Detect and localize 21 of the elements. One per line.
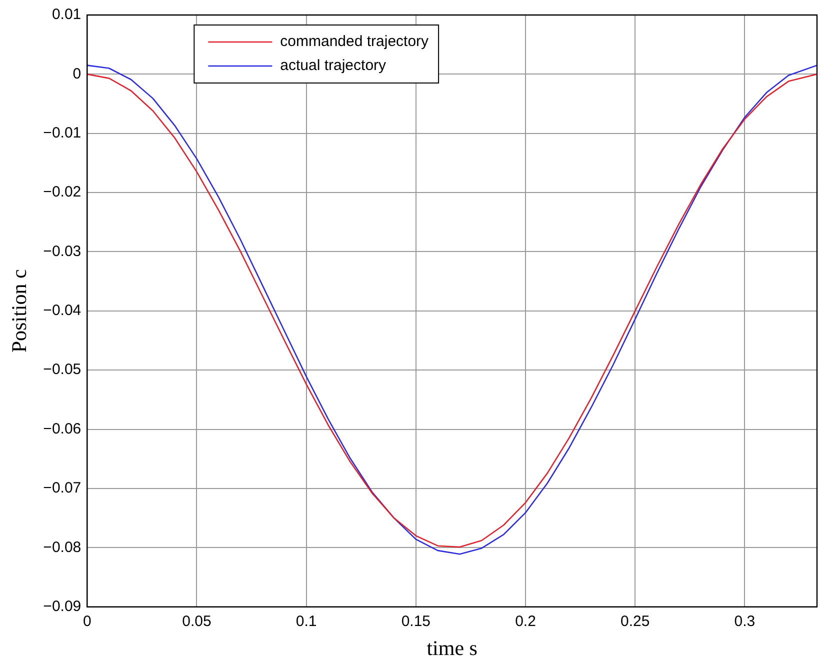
y-tick-label: −0.06 [43,420,82,438]
legend-label: commanded trajectory [280,33,430,50]
y-tick-label: 0 [72,65,82,82]
y-tick-label: 0.01 [52,6,82,24]
x-tick-label: 0.2 [515,612,536,630]
y-tick-label: −0.09 [43,598,82,615]
x-tick-label: 0.15 [401,612,431,630]
y-tick-label: −0.01 [43,124,82,142]
y-tick-label: −0.05 [43,361,82,378]
y-axis-title: Position c [7,269,32,353]
x-tick-label: 0.25 [620,612,650,630]
x-tick-label: 0.3 [734,612,756,630]
x-tick-label: 0.05 [182,612,212,630]
legend-label: actual trajectory [280,57,387,74]
x-tick-label: 0.1 [296,612,317,630]
x-axis-title: time s [426,636,478,660]
y-tick-label: −0.02 [43,184,82,201]
y-tick-label: −0.03 [43,242,82,260]
y-tick-label: −0.07 [43,480,82,497]
y-tick-label: −0.04 [43,302,82,320]
y-tick-label: −0.08 [43,538,82,556]
